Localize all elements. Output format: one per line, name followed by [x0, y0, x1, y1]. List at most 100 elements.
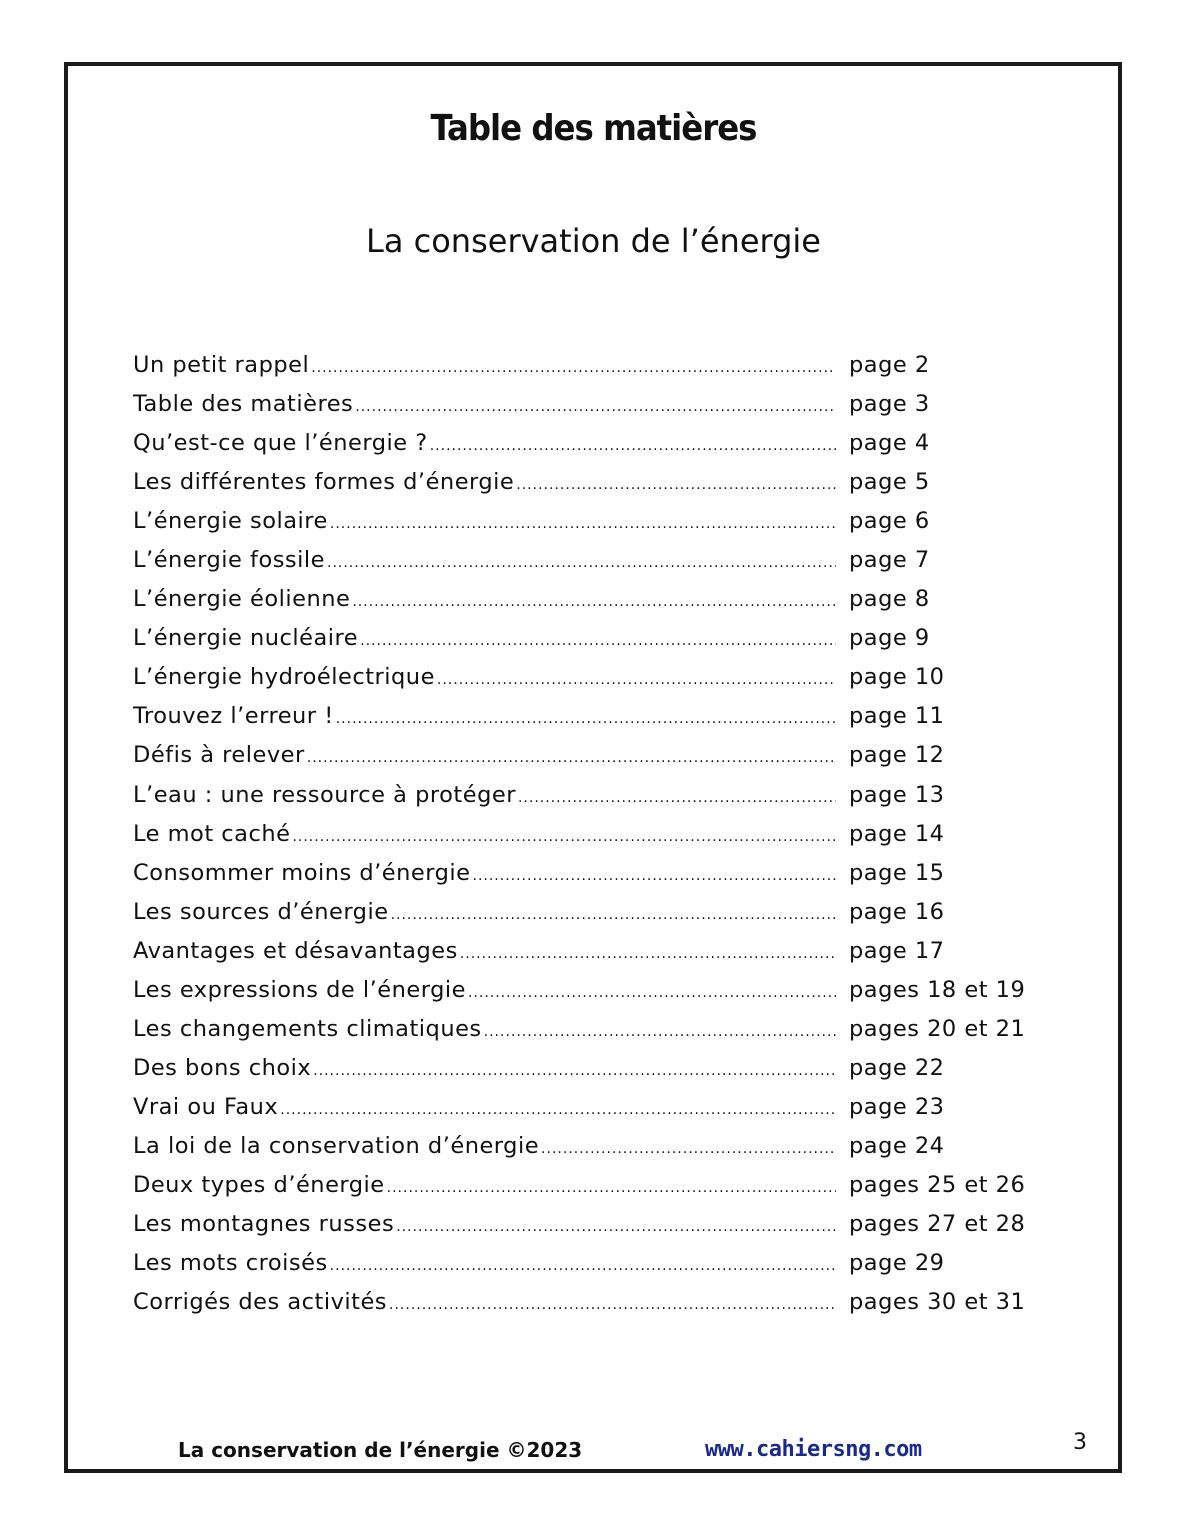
toc-entry-label: L’énergie nucléaire: [133, 625, 359, 652]
toc-entry-label: Les mots croisés: [133, 1250, 328, 1277]
toc-entry-page: page 5: [849, 469, 930, 496]
dot-leader: [292, 829, 836, 845]
dot-leader: [518, 790, 836, 806]
footer-url-link[interactable]: www.cahiersng.com: [705, 1437, 922, 1462]
toc-entry-page: page 16: [849, 898, 945, 925]
toc-entry-label: Consommer moins d’énergie: [133, 859, 471, 886]
toc-entry-label-wrap: Vrai ou Faux: [133, 1094, 836, 1120]
toc-entry: Consommer moins d’énergie page 15: [133, 860, 1133, 899]
dot-leader: [307, 750, 836, 766]
dot-leader: [280, 1102, 836, 1118]
dot-leader: [468, 985, 836, 1001]
toc-entry-page: page 15: [849, 859, 945, 886]
dot-leader: [327, 555, 836, 571]
toc-entry-label-wrap: Les différentes formes d’énergie: [133, 469, 836, 495]
page-subtitle: La conservation de l’énergie: [366, 222, 821, 260]
toc-entry-label-wrap: Les mots croisés: [133, 1250, 836, 1276]
toc-entry-label: Qu’est-ce que l’énergie ?: [133, 430, 428, 457]
toc-entry-label: Deux types d’énergie: [133, 1171, 385, 1198]
toc-entry-label: Le mot caché: [133, 820, 291, 847]
toc-entry-page: page 24: [849, 1132, 945, 1159]
dot-leader: [484, 1024, 836, 1040]
toc-entry: Les sources d’énergie page 16: [133, 899, 1133, 938]
toc-entry-label-wrap: Qu’est-ce que l’énergie ?: [133, 430, 836, 456]
toc-entry-label-wrap: La loi de la conservation d’énergie: [133, 1133, 836, 1159]
page-number: 3: [1073, 1430, 1087, 1455]
toc-entry-label: Table des matières: [133, 391, 354, 418]
toc-entry: L’énergie hydroélectrique page 10: [133, 664, 1133, 703]
toc-entry: Avantages et désavantages page 17: [133, 938, 1133, 977]
toc-entry-label-wrap: Trouvez l’erreur !: [133, 703, 836, 729]
toc-entry-page: page 17: [849, 937, 945, 964]
toc-entry: Les mots croisés page 29: [133, 1250, 1133, 1289]
toc-entry: Trouvez l’erreur ! page 11: [133, 703, 1133, 742]
dot-leader: [473, 868, 837, 884]
toc-entry: Deux types d’énergie pages 25 et 26: [133, 1172, 1133, 1211]
page-title: Table des matières: [430, 108, 758, 149]
toc-entry-page: page 7: [849, 547, 930, 574]
toc-entry-label-wrap: Un petit rappel: [133, 352, 836, 378]
toc-entry: Le mot caché page 14: [133, 821, 1133, 860]
dot-leader: [336, 711, 836, 727]
toc-entry-label: L’énergie éolienne: [133, 586, 351, 613]
toc-entry-label-wrap: Table des matières: [133, 391, 836, 417]
toc-entry: Un petit rappel page 2: [133, 352, 1133, 391]
footer-title: La conservation de l’énergie ©2023: [178, 1438, 583, 1462]
toc-entry-label: Les expressions de l’énergie: [133, 976, 466, 1003]
toc-entry-page: pages 18 et 19: [849, 976, 1026, 1003]
toc-entry-label-wrap: Les changements climatiques: [133, 1016, 836, 1042]
toc-entry-page: page 9: [849, 625, 930, 652]
toc-entry: Les différentes formes d’énergie page 5: [133, 469, 1133, 508]
toc-entry: Les expressions de l’énergie pages 18 et …: [133, 977, 1133, 1016]
dot-leader: [313, 1063, 836, 1079]
toc-entry-label: L’énergie fossile: [133, 547, 325, 574]
toc-entry: Vrai ou Faux page 23: [133, 1094, 1133, 1133]
toc-entry-label: Corrigés des activités: [133, 1289, 388, 1316]
dot-leader: [437, 672, 836, 688]
toc-entry-label-wrap: Les montagnes russes: [133, 1211, 836, 1237]
toc-entry-label: L’énergie solaire: [133, 508, 328, 535]
toc-entry: Des bons choix page 22: [133, 1055, 1133, 1094]
dot-leader: [391, 907, 836, 923]
toc-entry: L’énergie nucléaire page 9: [133, 625, 1133, 664]
toc-entry-label-wrap: Les sources d’énergie: [133, 899, 836, 925]
toc-entry-label-wrap: L’énergie fossile: [133, 547, 836, 573]
toc-entry-page: page 8: [849, 586, 930, 613]
toc-entry-page: page 2: [849, 352, 930, 378]
toc-entry-page: page 3: [849, 391, 930, 418]
toc-entry: Défis à relever page 12: [133, 742, 1133, 781]
toc-entry-label-wrap: Le mot caché: [133, 821, 836, 847]
toc-entry-label: Défis à relever: [133, 742, 305, 769]
toc-entry-label-wrap: Consommer moins d’énergie: [133, 860, 836, 886]
toc-entry-label: Les sources d’énergie: [133, 898, 389, 925]
toc-entry: L’énergie fossile page 7: [133, 547, 1133, 586]
toc-entry: Les montagnes russes pages 27 et 28: [133, 1211, 1133, 1250]
toc-entry-label: L’eau : une ressource à protéger: [133, 781, 516, 808]
toc-entry-page: page 4: [849, 430, 930, 457]
dot-leader: [396, 1219, 836, 1235]
page-border: [64, 62, 1122, 1473]
toc-entry-label-wrap: L’eau : une ressource à protéger: [133, 782, 836, 808]
toc-entry-page: pages 25 et 26: [849, 1171, 1026, 1198]
toc-entry-page: page 23: [849, 1093, 945, 1120]
toc-entry-label-wrap: Avantages et désavantages: [133, 938, 836, 964]
dot-leader: [430, 438, 836, 454]
dot-leader: [330, 1258, 836, 1274]
toc-entry-label-wrap: L’énergie solaire: [133, 508, 836, 534]
toc-entry-label: Vrai ou Faux: [133, 1093, 279, 1120]
toc-entry-label: Les montagnes russes: [133, 1211, 395, 1238]
toc-entry-page: page 10: [849, 664, 945, 691]
toc-entry-page: pages 27 et 28: [849, 1211, 1026, 1238]
toc-entry-label: Trouvez l’erreur !: [133, 703, 334, 730]
toc-entry: L’eau : une ressource à protéger page 13: [133, 782, 1133, 821]
toc-entry-label-wrap: L’énergie hydroélectrique: [133, 664, 836, 690]
toc-entry-page: page 22: [849, 1054, 945, 1081]
toc-entry: Les changements climatiques pages 20 et 2…: [133, 1016, 1133, 1055]
toc-entry-label-wrap: Défis à relever: [133, 742, 836, 768]
toc-entry-label-wrap: Corrigés des activités: [133, 1289, 836, 1315]
toc-entry: Qu’est-ce que l’énergie ? page 4: [133, 430, 1133, 469]
toc-entry-page: pages 30 et 31: [849, 1289, 1026, 1316]
dot-leader: [355, 399, 836, 415]
toc-entry-label: Les différentes formes d’énergie: [133, 469, 515, 496]
toc-entry-label: Les changements climatiques: [133, 1015, 482, 1042]
